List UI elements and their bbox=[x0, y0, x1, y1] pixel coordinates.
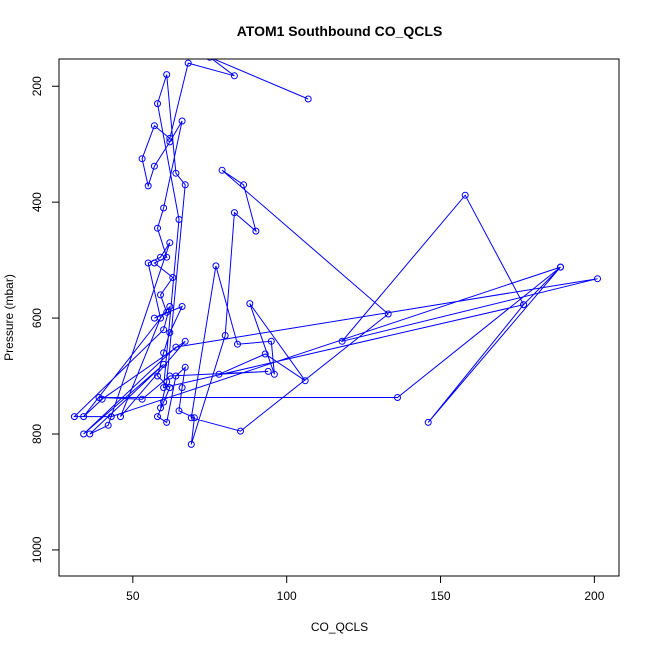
chart-title: ATOM1 Southbound CO_QCLS bbox=[237, 23, 443, 39]
data-point bbox=[301, 377, 309, 385]
data-point bbox=[190, 414, 198, 422]
data-point bbox=[304, 95, 312, 103]
data-point bbox=[144, 182, 152, 190]
data-point bbox=[230, 209, 238, 217]
data-point bbox=[70, 413, 78, 421]
data-point bbox=[424, 418, 432, 426]
data-point bbox=[163, 308, 171, 316]
data-point bbox=[234, 340, 241, 348]
data-point bbox=[166, 329, 174, 337]
data-point bbox=[175, 407, 183, 415]
data-point bbox=[181, 363, 189, 371]
data-point bbox=[187, 414, 195, 422]
x-axis-label: CO_QCLS bbox=[311, 620, 368, 634]
data-point bbox=[80, 413, 88, 421]
data-point bbox=[157, 314, 164, 322]
data-point bbox=[160, 326, 168, 334]
data-point bbox=[261, 350, 269, 358]
data-point bbox=[166, 138, 174, 146]
x-axis: 50 100 150 200 bbox=[126, 576, 605, 603]
x-tick-label: 100 bbox=[277, 589, 297, 603]
data-point bbox=[160, 204, 168, 212]
data-point bbox=[117, 413, 124, 421]
data-point bbox=[221, 332, 229, 339]
data-point bbox=[98, 395, 106, 403]
data-point bbox=[157, 291, 164, 299]
data-point bbox=[178, 303, 186, 310]
series-line bbox=[73, 59, 598, 445]
data-point bbox=[160, 384, 168, 392]
data-point bbox=[230, 72, 238, 80]
data-point bbox=[206, 59, 213, 61]
data-point bbox=[138, 395, 146, 403]
data-point bbox=[267, 337, 275, 345]
series-layer bbox=[70, 59, 601, 448]
data-point bbox=[212, 262, 220, 270]
data-point bbox=[107, 413, 115, 421]
data-point bbox=[166, 134, 174, 142]
data-point bbox=[187, 440, 195, 448]
y-tick-label: 200 bbox=[30, 76, 44, 96]
data-point bbox=[154, 372, 161, 380]
data-point bbox=[461, 191, 469, 199]
x-tick-label: 200 bbox=[584, 589, 604, 603]
data-point bbox=[594, 275, 601, 283]
data-point bbox=[252, 227, 260, 235]
data-point bbox=[138, 155, 146, 163]
x-tick-label: 150 bbox=[431, 589, 451, 603]
data-point bbox=[166, 372, 174, 380]
data-point bbox=[237, 427, 244, 435]
y-tick-label: 400 bbox=[30, 192, 44, 212]
data-point bbox=[104, 421, 112, 429]
data-point bbox=[154, 224, 161, 232]
data-point bbox=[338, 337, 346, 345]
data-point bbox=[163, 71, 171, 79]
plot-frame bbox=[58, 58, 620, 577]
data-point bbox=[150, 122, 158, 130]
data-point bbox=[218, 166, 226, 174]
y-tick-label: 1000 bbox=[30, 536, 44, 563]
data-point bbox=[384, 310, 392, 318]
y-tick-label: 800 bbox=[30, 424, 44, 444]
data-point bbox=[144, 259, 152, 267]
y-axis-label: Pressure (mbar) bbox=[2, 274, 16, 361]
data-point bbox=[178, 117, 186, 125]
x-tick-label: 50 bbox=[126, 589, 140, 603]
data-point bbox=[154, 413, 161, 421]
data-point bbox=[557, 263, 564, 271]
data-point bbox=[163, 378, 171, 386]
data-point bbox=[169, 274, 177, 281]
data-point bbox=[160, 360, 168, 368]
data-point bbox=[181, 181, 189, 189]
data-point bbox=[184, 59, 192, 67]
data-point bbox=[246, 300, 254, 308]
data-point bbox=[270, 370, 278, 378]
data-point bbox=[394, 394, 401, 401]
data-point bbox=[160, 349, 168, 357]
data-point bbox=[181, 337, 189, 345]
data-point bbox=[160, 398, 168, 406]
data-point bbox=[80, 430, 88, 438]
data-point bbox=[264, 367, 272, 375]
data-point bbox=[157, 404, 164, 412]
data-point bbox=[172, 343, 180, 351]
data-point bbox=[172, 169, 180, 177]
data-point bbox=[166, 239, 174, 247]
data-point bbox=[154, 100, 161, 108]
data-point bbox=[175, 216, 183, 223]
data-point bbox=[520, 301, 528, 309]
data-point bbox=[157, 253, 164, 261]
data-point bbox=[215, 370, 223, 378]
data-point bbox=[178, 384, 186, 392]
data-point bbox=[240, 181, 248, 189]
y-tick-label: 600 bbox=[30, 308, 44, 328]
data-point bbox=[150, 162, 158, 170]
data-point bbox=[166, 303, 174, 310]
y-axis: 200 400 600 800 1000 bbox=[30, 76, 59, 563]
data-point bbox=[163, 418, 171, 426]
